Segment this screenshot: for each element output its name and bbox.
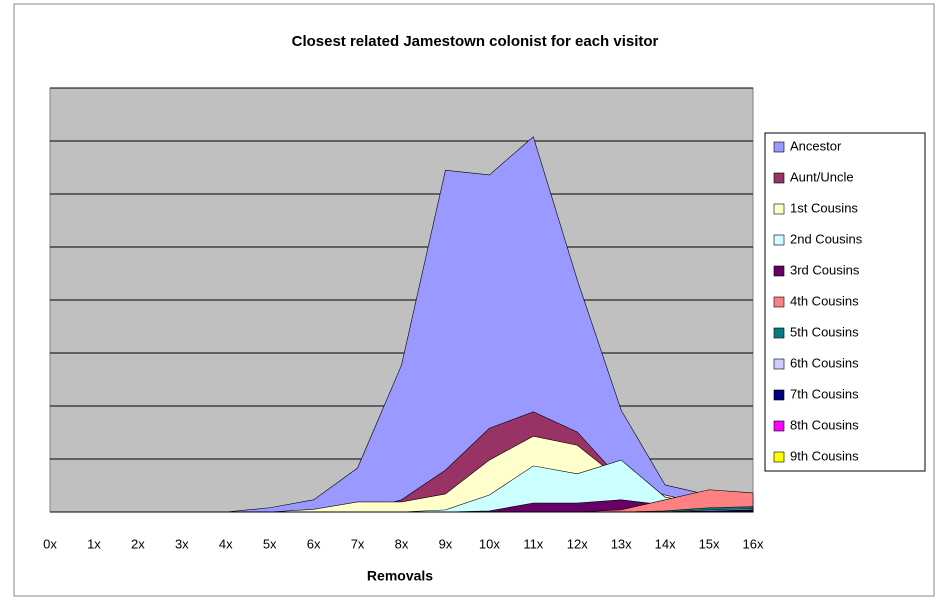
legend-swatch [773, 265, 785, 277]
legend-swatch [773, 327, 785, 339]
x-tick-label: 12x [567, 536, 588, 551]
x-tick-label: 0x [43, 536, 57, 551]
x-tick-label: 6x [307, 536, 321, 551]
legend-swatch [773, 451, 785, 463]
legend-label: 1st Cousins [790, 200, 858, 215]
legend-swatch [773, 203, 785, 215]
legend-swatch [773, 358, 785, 370]
x-tick-label: 3x [175, 536, 189, 551]
legend-box [764, 132, 926, 472]
x-tick-label: 4x [219, 536, 233, 551]
x-tick-label: 13x [611, 536, 632, 551]
legend-label: 7th Cousins [790, 386, 859, 401]
legend-label: 5th Cousins [790, 324, 859, 339]
x-axis-title: Removals [367, 568, 433, 584]
x-tick-label: 9x [439, 536, 453, 551]
legend-label: 4th Cousins [790, 293, 859, 308]
x-tick-label: 16x [743, 536, 764, 551]
legend-label: Aunt/Uncle [790, 169, 854, 184]
chart-title: Closest related Jamestown colonist for e… [292, 33, 659, 50]
legend-swatch [773, 141, 785, 153]
x-tick-label: 5x [263, 536, 277, 551]
legend-label: 9th Cousins [790, 448, 859, 463]
legend-label: 6th Cousins [790, 355, 859, 370]
legend-swatch [773, 296, 785, 308]
legend-swatch [773, 389, 785, 401]
x-tick-label: 15x [699, 536, 720, 551]
x-tick-label: 14x [655, 536, 676, 551]
x-tick-label: 2x [131, 536, 145, 551]
legend-label: 8th Cousins [790, 417, 859, 432]
legend-swatch [773, 420, 785, 432]
x-tick-label: 10x [479, 536, 500, 551]
legend-swatch [773, 234, 785, 246]
x-tick-label: 11x [523, 536, 543, 551]
legend-label: 2nd Cousins [790, 231, 863, 246]
x-tick-label: 7x [351, 536, 365, 551]
x-tick-label: 8x [395, 536, 409, 551]
legend-label: 3rd Cousins [790, 262, 860, 277]
x-tick-label: 1x [87, 536, 101, 551]
legend-label: Ancestor [790, 138, 842, 153]
legend-swatch [773, 172, 785, 184]
